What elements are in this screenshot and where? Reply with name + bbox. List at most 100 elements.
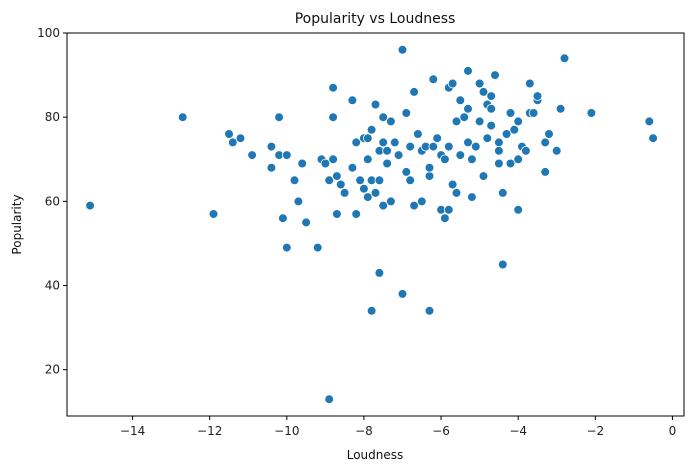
data-point	[463, 104, 473, 114]
y-tick-label: 40	[45, 279, 60, 293]
data-point	[505, 108, 516, 118]
data-point	[362, 133, 373, 144]
x-tick-label: −10	[274, 424, 299, 438]
data-point	[370, 188, 381, 198]
data-point	[378, 137, 389, 148]
data-point	[521, 146, 531, 156]
data-point	[374, 268, 385, 278]
x-tick-label: −2	[586, 424, 604, 438]
data-point	[474, 78, 485, 89]
data-point	[397, 44, 408, 55]
data-point	[513, 154, 523, 165]
data-point	[455, 150, 466, 160]
y-tick-label: 60	[45, 194, 60, 208]
x-axis-label: Loudness	[347, 448, 404, 462]
x-tick-label: −8	[355, 424, 373, 438]
data-point	[289, 175, 300, 186]
y-tick-label: 100	[37, 26, 60, 40]
data-point	[443, 205, 454, 215]
data-point	[382, 146, 392, 156]
data-point	[443, 141, 454, 152]
data-point	[467, 154, 477, 165]
data-point	[505, 158, 516, 169]
data-point	[486, 91, 497, 101]
data-point	[389, 137, 400, 148]
data-point	[648, 133, 658, 144]
data-point	[551, 146, 562, 156]
data-point	[370, 99, 381, 110]
data-points	[85, 44, 658, 405]
data-point	[382, 158, 392, 169]
data-point	[347, 95, 358, 106]
data-point	[320, 158, 331, 169]
data-point	[513, 205, 523, 215]
data-point	[497, 259, 508, 270]
data-point	[266, 162, 277, 173]
x-tick-label: −14	[120, 424, 145, 438]
data-point	[494, 137, 504, 148]
data-point	[393, 150, 404, 160]
data-point	[301, 217, 311, 228]
data-point	[494, 158, 504, 169]
data-point	[177, 112, 188, 122]
data-point	[474, 116, 485, 127]
plot-area	[67, 33, 684, 416]
data-point	[386, 196, 396, 207]
data-point	[297, 158, 308, 169]
x-tick-label: 0	[669, 424, 677, 438]
data-point	[486, 120, 497, 131]
data-point	[362, 192, 373, 202]
data-point	[409, 200, 419, 211]
data-point	[494, 146, 504, 156]
data-point	[332, 209, 342, 219]
x-tick-label: −4	[509, 424, 527, 438]
data-point	[409, 87, 419, 97]
data-point	[362, 154, 373, 165]
data-point	[278, 213, 288, 224]
data-point	[447, 78, 458, 89]
data-point	[324, 394, 335, 405]
data-point	[324, 175, 335, 186]
data-point	[501, 129, 512, 139]
data-point	[540, 137, 550, 148]
data-point	[470, 141, 481, 152]
y-axis-ticks: 20 40 60 80 100	[37, 26, 67, 377]
data-point	[347, 162, 358, 173]
data-point	[478, 87, 489, 97]
data-point	[451, 116, 462, 127]
x-tick-label: −12	[197, 424, 222, 438]
data-point	[328, 82, 338, 93]
data-point	[451, 188, 462, 198]
data-point	[440, 213, 450, 224]
data-point	[355, 175, 365, 186]
data-point	[644, 116, 655, 127]
data-point	[463, 66, 473, 76]
data-point	[235, 133, 246, 144]
x-tick-label: −6	[432, 424, 450, 438]
data-point	[447, 179, 458, 190]
data-point	[440, 154, 450, 165]
data-point	[332, 171, 342, 181]
data-point	[509, 125, 520, 135]
data-point	[328, 112, 338, 122]
data-point	[524, 78, 535, 89]
y-tick-label: 20	[45, 363, 60, 377]
data-point	[366, 125, 377, 135]
data-point	[424, 162, 435, 173]
data-point	[540, 167, 550, 177]
data-point	[386, 116, 396, 127]
plot-frame	[66, 32, 685, 417]
data-point	[208, 209, 219, 219]
data-point	[463, 137, 473, 148]
data-point	[405, 175, 416, 186]
y-axis-label: Popularity	[10, 194, 24, 254]
data-point	[544, 129, 554, 139]
data-point	[378, 200, 389, 211]
data-point	[274, 112, 284, 122]
chart-title: Popularity vs Loudness	[295, 11, 456, 27]
data-point	[281, 242, 292, 253]
data-point	[85, 200, 95, 211]
data-point	[432, 133, 443, 144]
data-point	[586, 108, 597, 118]
